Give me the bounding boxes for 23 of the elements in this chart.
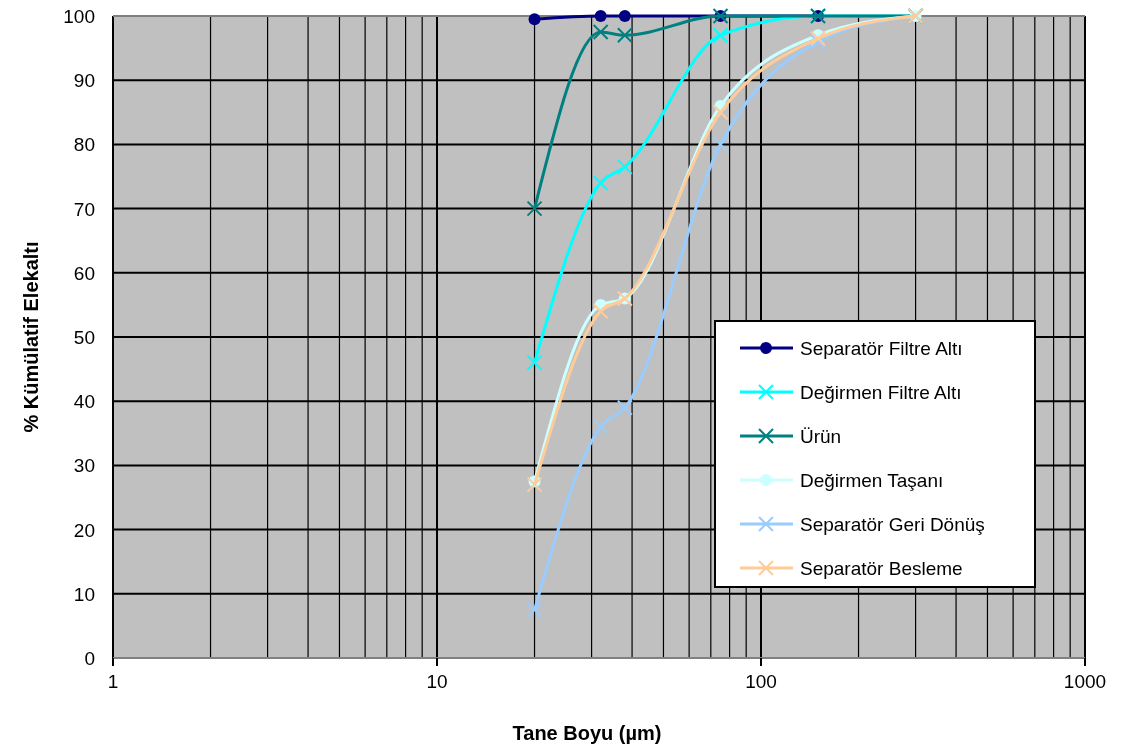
y-tick-label: 40 — [73, 391, 95, 413]
x-tick-label: 1 — [107, 671, 119, 692]
legend-label: Ürün — [800, 426, 842, 447]
legend-label: Değirmen Taşanı — [800, 470, 944, 491]
legend-label: Değirmen Filtre Altı — [800, 382, 962, 403]
legend-label: Separatör Filtre Altı — [800, 338, 963, 359]
y-tick-label: 100 — [63, 6, 95, 27]
x-tick-label: 100 — [745, 671, 777, 692]
x-tick-label: 1000 — [1063, 671, 1107, 692]
y-tick-label: 10 — [73, 583, 95, 605]
y-tick-label: 80 — [73, 134, 95, 156]
y-tick-label: 60 — [73, 262, 95, 284]
y-tick-label: 20 — [73, 519, 95, 541]
legend-label: Separatör Geri Dönüş — [800, 514, 985, 535]
y-tick-label: 90 — [73, 70, 95, 92]
y-tick-label: 0 — [84, 648, 95, 669]
x-axis-title: Tane Boyu (µm) — [512, 722, 662, 744]
legend-label: Separatör Besleme — [800, 558, 963, 579]
y-tick-label: 30 — [73, 455, 95, 477]
x-tick-label: 10 — [426, 671, 448, 692]
y-tick-label: 50 — [73, 327, 95, 348]
y-tick-label: 70 — [73, 198, 95, 220]
y-axis-title: % Kümülatif Elekaltı — [20, 241, 42, 433]
